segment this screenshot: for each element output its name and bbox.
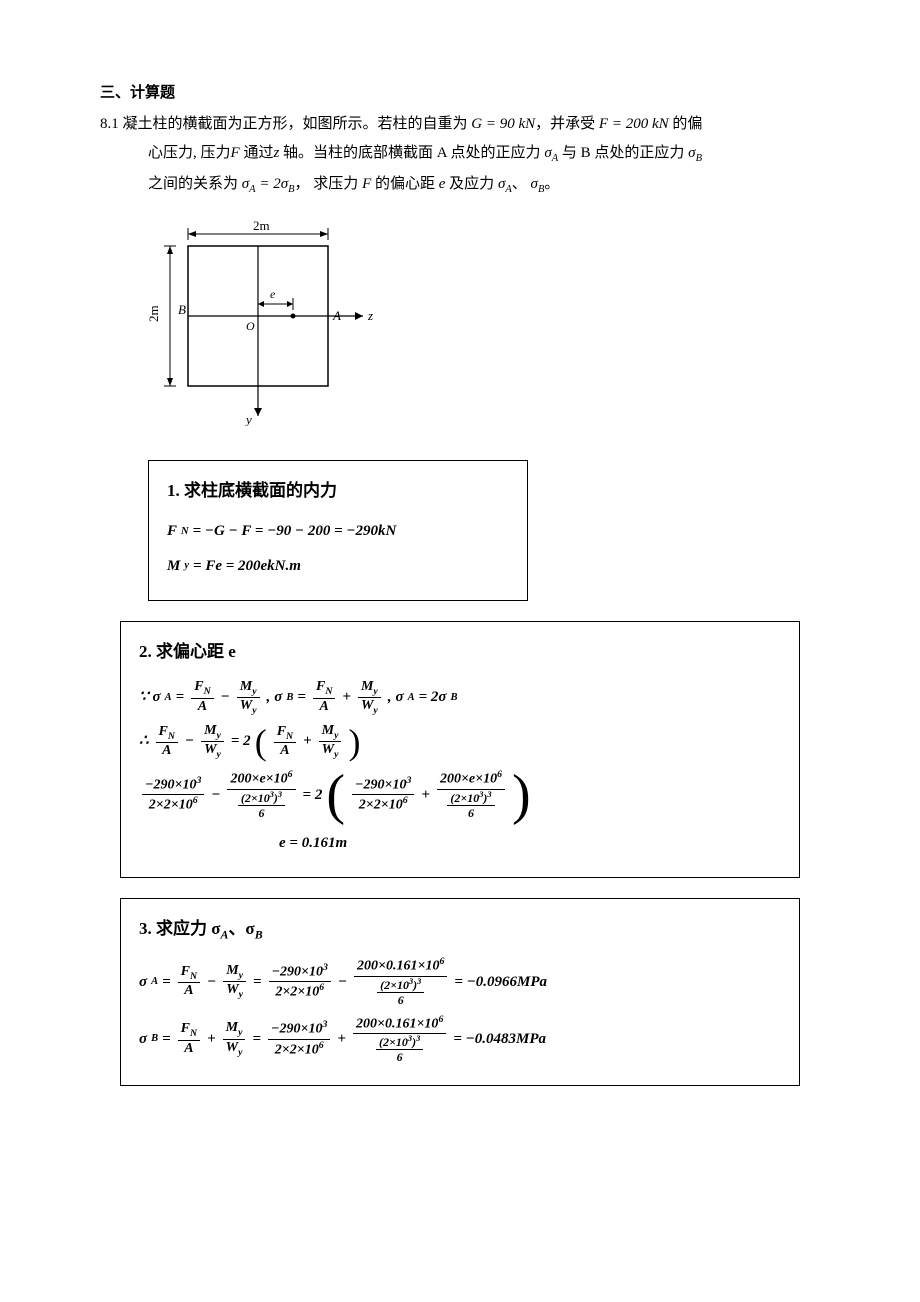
section-title: 三、计算题 [100, 80, 820, 107]
step3-box: 3. 求应力 σA、σB σA = FNA − MyWy = −290×103 … [120, 898, 800, 1085]
step1-eq2: My = Fe = 200ekN.m [167, 552, 509, 581]
cross-section-diagram: 2m 2m z y O e A B [148, 216, 820, 436]
svg-text:2m: 2m [148, 305, 161, 322]
svg-text:e: e [270, 287, 276, 301]
step1-title: 1. 求柱底横截面的内力 [167, 475, 509, 507]
svg-text:y: y [244, 412, 252, 426]
step1-eq1: FN = −G − F = −90 − 200 = −290kN [167, 517, 509, 546]
step2-line3: −290×103 2×2×106 − 200×e×106 (2×103)3 6 … [139, 767, 781, 823]
step1-box: 1. 求柱底横截面的内力 FN = −G − F = −90 − 200 = −… [148, 460, 528, 601]
svg-text:O: O [246, 319, 255, 333]
problem-number: 8.1 [100, 116, 119, 132]
step3-title: 3. 求应力 σA、σB [139, 913, 781, 946]
problem-statement: 8.1 凝土柱的横截面为正方形，如图所示。若柱的自重为 G = 90 kN，并承… [100, 111, 820, 200]
svg-text:B: B [178, 302, 186, 317]
step2-result: e = 0.161m [139, 829, 781, 858]
step2-box: 2. 求偏心距 e ∵ σA = FNA − MyWy , σB = FNA +… [120, 621, 800, 878]
step2-line1: ∵ σA = FNA − MyWy , σB = FNA + MyWy , σA… [139, 679, 781, 717]
step3-sigmaB: σB = FNA + MyWy = −290×103 2×2×106 + 200… [139, 1014, 781, 1065]
svg-text:2m: 2m [253, 218, 270, 233]
svg-text:A: A [332, 308, 341, 323]
step2-title: 2. 求偏心距 e [139, 636, 781, 668]
svg-text:z: z [367, 308, 373, 323]
step3-sigmaA: σA = FNA − MyWy = −290×103 2×2×106 − 200… [139, 956, 781, 1007]
step2-line2: ∴ FNA − MyWy = 2 ( FNA + MyWy ) [139, 723, 781, 761]
